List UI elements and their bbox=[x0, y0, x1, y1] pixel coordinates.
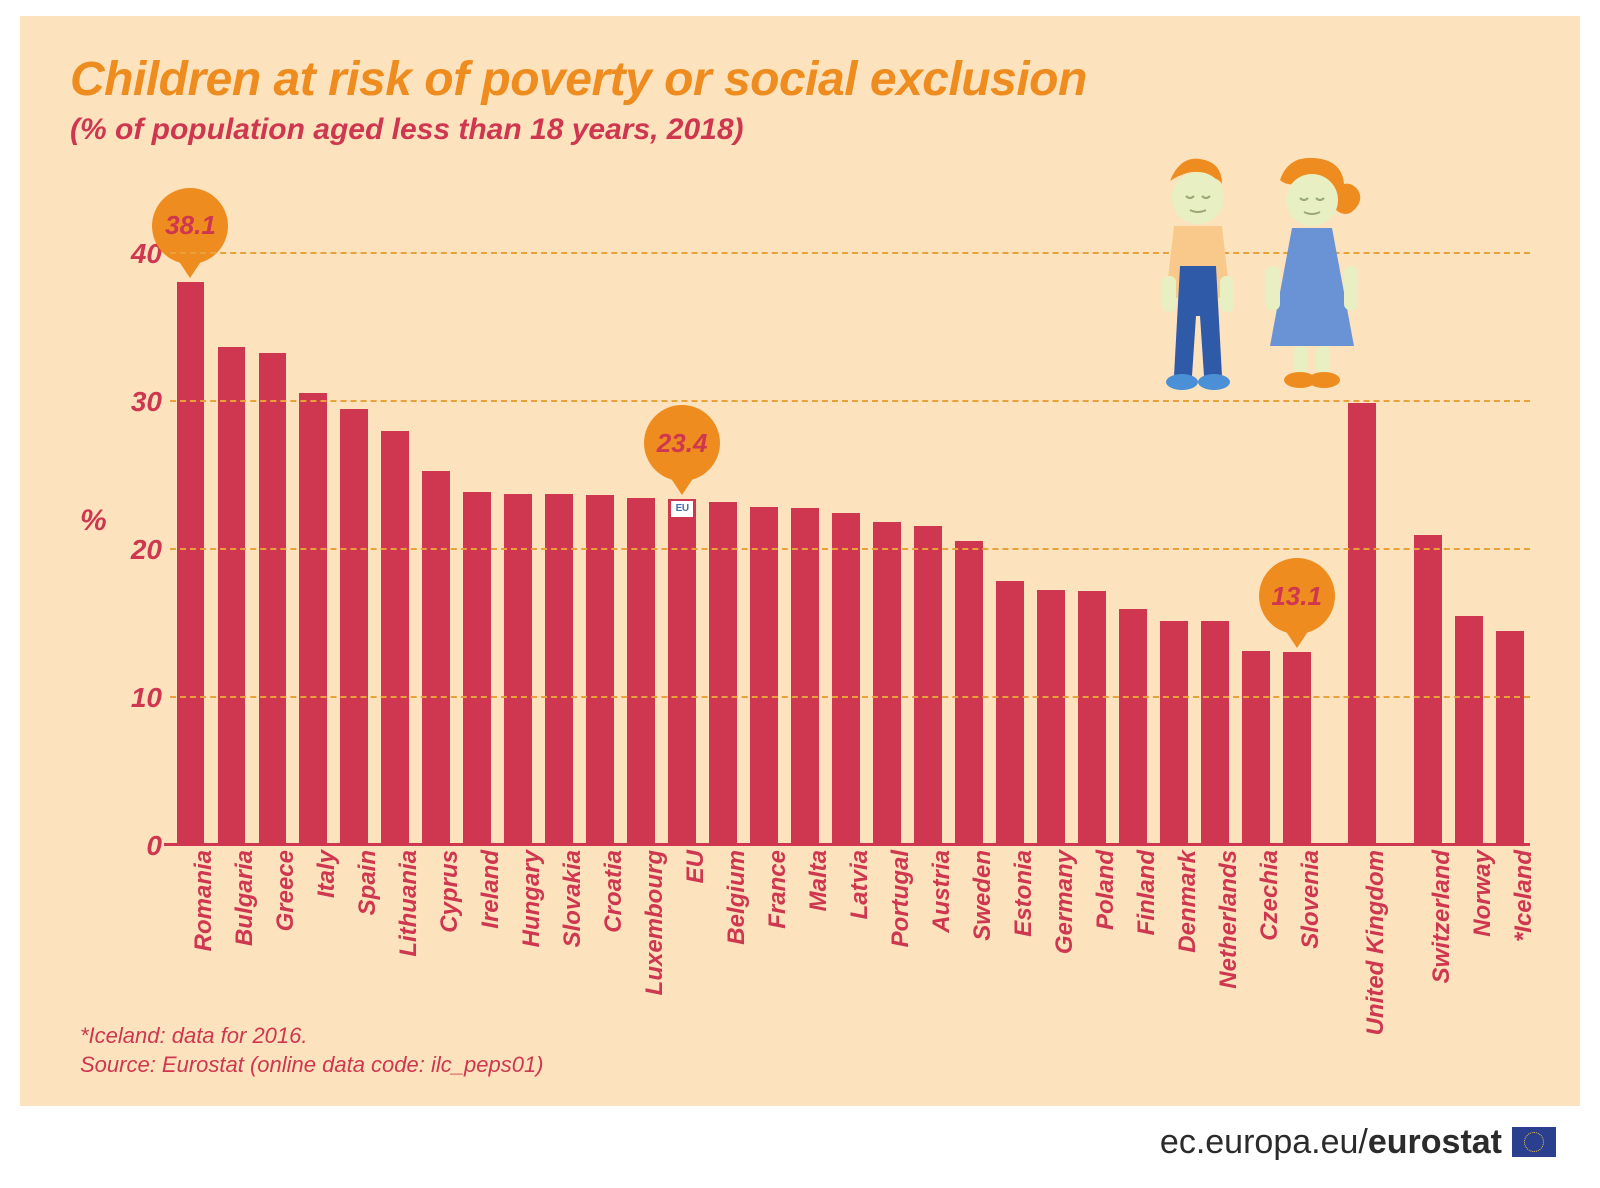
bar bbox=[709, 502, 737, 846]
bar bbox=[1283, 652, 1311, 846]
bar bbox=[1496, 631, 1524, 846]
bar bbox=[832, 513, 860, 846]
footnote-line: Source: Eurostat (online data code: ilc_… bbox=[80, 1050, 544, 1080]
bar bbox=[422, 471, 450, 846]
bar bbox=[1348, 403, 1376, 846]
bar-slot bbox=[457, 224, 498, 846]
eu-flag-icon bbox=[1512, 1127, 1556, 1157]
bar bbox=[1078, 591, 1106, 846]
girl-icon bbox=[1266, 158, 1360, 388]
bar bbox=[259, 353, 287, 846]
bar-slot bbox=[580, 224, 621, 846]
bar bbox=[463, 492, 491, 846]
bar-slot bbox=[293, 224, 334, 846]
eu-flag-label: EU bbox=[671, 501, 693, 517]
bar-slot bbox=[416, 224, 457, 846]
bar bbox=[545, 494, 573, 846]
bar-slot bbox=[1071, 224, 1112, 846]
bar bbox=[914, 526, 942, 846]
bar bbox=[177, 282, 205, 846]
bar-slot bbox=[989, 224, 1030, 846]
bar-slot bbox=[621, 224, 662, 846]
bar-slot bbox=[1407, 224, 1448, 846]
bar bbox=[1119, 609, 1147, 846]
bar-slot bbox=[498, 224, 539, 846]
boy-icon bbox=[1162, 159, 1234, 390]
bar bbox=[218, 347, 246, 846]
footer-url-bold: eurostat bbox=[1368, 1123, 1502, 1162]
bar-slot bbox=[252, 224, 293, 846]
bar-slot bbox=[1489, 224, 1530, 846]
bar bbox=[1455, 616, 1483, 846]
bar-eu: EU bbox=[668, 499, 696, 846]
bar bbox=[299, 393, 327, 846]
gridline bbox=[170, 696, 1530, 698]
chart-title: Children at risk of poverty or social ex… bbox=[70, 52, 1530, 107]
bar bbox=[1242, 651, 1270, 846]
bar-slot bbox=[1448, 224, 1489, 846]
bar-slot bbox=[211, 224, 252, 846]
bar bbox=[791, 508, 819, 846]
bar bbox=[627, 498, 655, 846]
x-tick-label: *Iceland bbox=[1510, 850, 1538, 942]
y-tick-label: 10 bbox=[131, 682, 162, 714]
y-axis-label: % bbox=[80, 504, 107, 538]
footnote-line: *Iceland: data for 2016. bbox=[80, 1021, 544, 1051]
bar bbox=[996, 581, 1024, 846]
bar-slot: EU23.4 bbox=[662, 224, 703, 846]
bar-slot bbox=[907, 224, 948, 846]
bar bbox=[340, 409, 368, 846]
bar-slot bbox=[375, 224, 416, 846]
bar bbox=[750, 507, 778, 846]
bar bbox=[955, 541, 983, 846]
bar-slot bbox=[744, 224, 785, 846]
footer: ec.europa.eu/eurostat bbox=[20, 1114, 1580, 1170]
bar bbox=[504, 494, 532, 846]
bar bbox=[1201, 621, 1229, 846]
bar bbox=[381, 431, 409, 846]
canvas: Children at risk of poverty or social ex… bbox=[0, 0, 1600, 1188]
y-tick-label: 30 bbox=[131, 386, 162, 418]
bar-slot bbox=[539, 224, 580, 846]
y-tick-label: 0 bbox=[146, 830, 162, 862]
gridline bbox=[170, 548, 1530, 550]
bar-slot bbox=[948, 224, 989, 846]
children-illustration bbox=[1130, 146, 1380, 436]
y-axis: % 010203040 bbox=[100, 224, 170, 846]
bar bbox=[1414, 535, 1442, 846]
chart-panel: Children at risk of poverty or social ex… bbox=[20, 16, 1580, 1106]
bar-slot: 38.1 bbox=[170, 224, 211, 846]
bar-slot bbox=[785, 224, 826, 846]
y-tick-label: 20 bbox=[131, 534, 162, 566]
bar bbox=[1037, 590, 1065, 846]
bar-slot bbox=[1030, 224, 1071, 846]
footer-url-prefix: ec.europa.eu/ bbox=[1160, 1123, 1368, 1162]
bar-slot bbox=[334, 224, 375, 846]
chart-subtitle: (% of population aged less than 18 years… bbox=[70, 113, 1530, 147]
footnotes: *Iceland: data for 2016.Source: Eurostat… bbox=[80, 1021, 544, 1080]
bar-slot bbox=[826, 224, 867, 846]
bar-slot bbox=[703, 224, 744, 846]
bar-slot bbox=[866, 224, 907, 846]
bar bbox=[1160, 621, 1188, 846]
bar bbox=[873, 522, 901, 846]
